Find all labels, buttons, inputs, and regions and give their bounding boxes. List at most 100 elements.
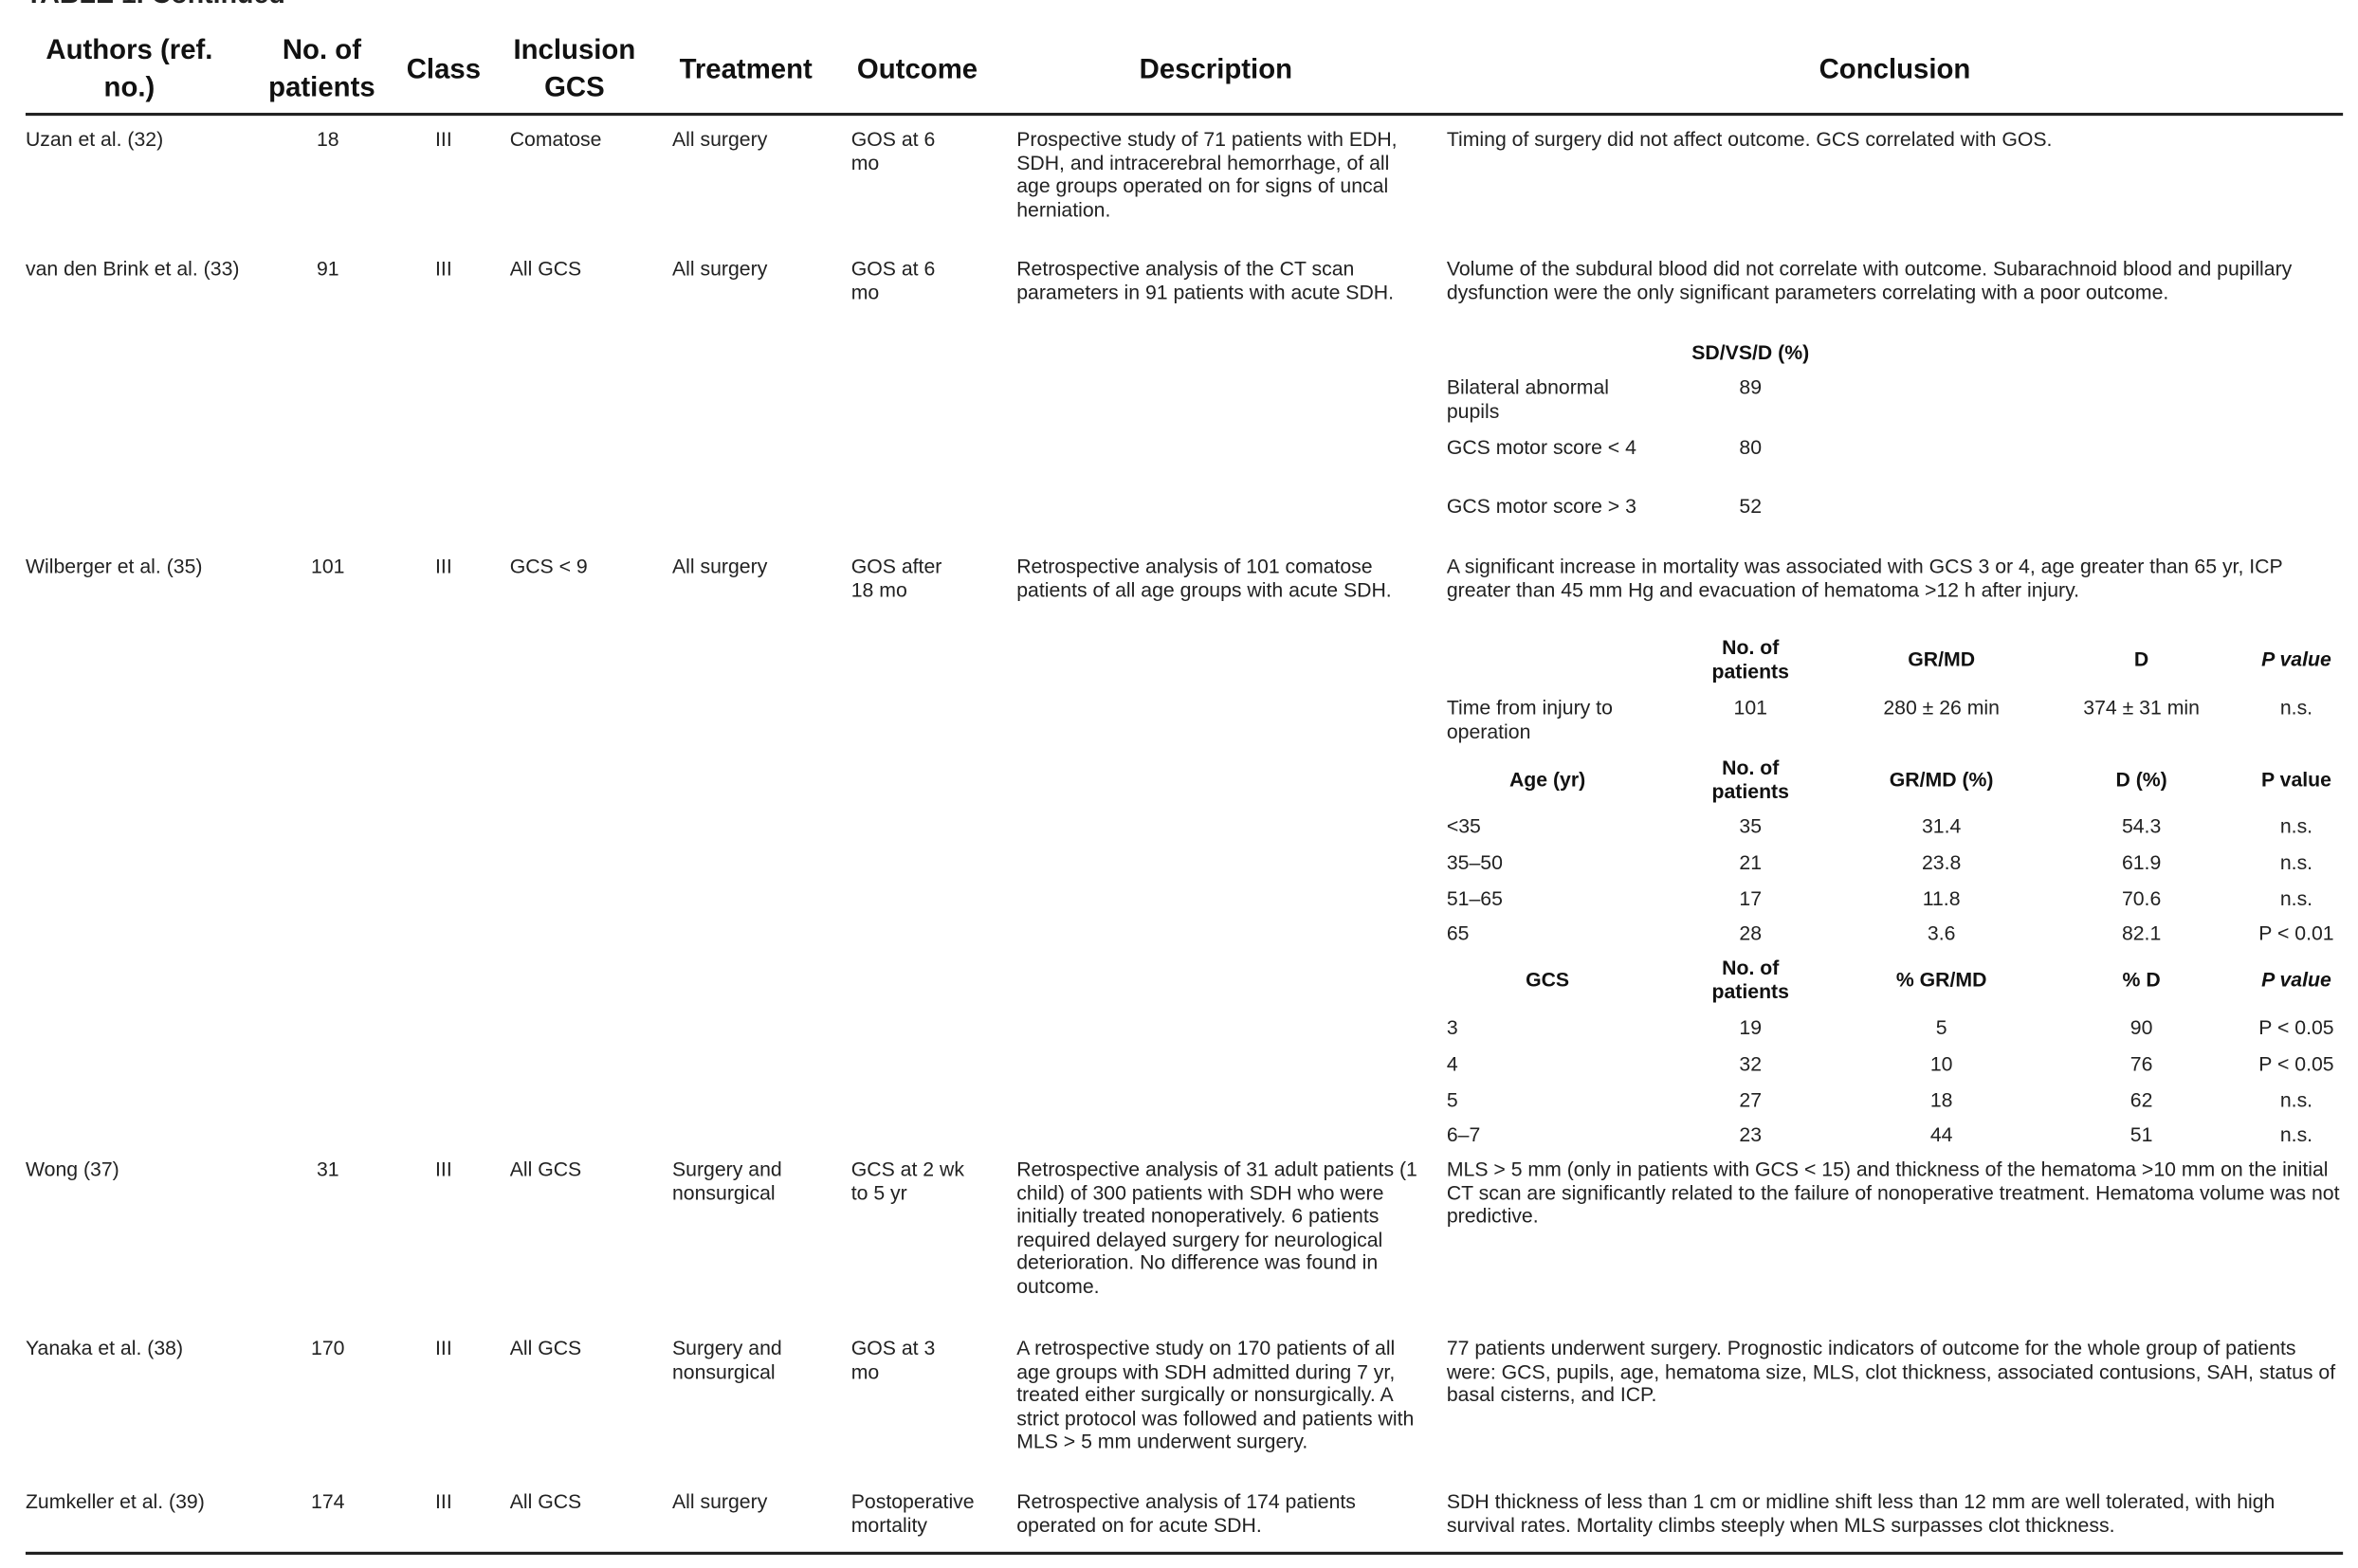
subtable-cell: 27 [1739, 1088, 1763, 1112]
cell-conclusion: MLS > 5 mm (only in patients with GCS < … [1446, 1158, 2340, 1228]
subtable-cell: P < 0.05 [2258, 1052, 2334, 1076]
header-treatment: Treatment [679, 52, 813, 84]
header-conclusion: Conclusion [1819, 52, 1971, 84]
subtable-header-cell: P value [2261, 968, 2331, 992]
subtable-cell: n.s. [2279, 850, 2313, 874]
subtable-value: 89 [1739, 375, 1763, 399]
cell-description: Prospective study of 71 patients with ED… [1016, 127, 1398, 221]
bottom-rule [25, 1551, 2344, 1555]
subtable-cell: n.s. [2279, 1088, 2313, 1112]
subtable-cell: 17 [1739, 886, 1763, 910]
cell-class: III [435, 1489, 452, 1513]
subtable-cell: 35 [1739, 814, 1763, 838]
subtable-cell: 280 ± 26 min [1883, 696, 2000, 720]
cell-patients: 101 [311, 555, 345, 578]
cell-description: Retrospective analysis of 174 patients o… [1016, 1489, 1356, 1537]
subtable-cell: 54.3 [2121, 814, 2162, 838]
cell-conclusion: 77 patients underwent surgery. Prognosti… [1446, 1337, 2336, 1407]
subtable-header-cell: % D [2122, 968, 2161, 992]
subtable-cell: 5 [1446, 1088, 1458, 1112]
cell-inclusion: All GCS [509, 1489, 582, 1513]
subtable-header-cell: P value [2260, 768, 2331, 792]
subtable-cell: Time from injury to operation [1446, 696, 1613, 742]
subtable-header: SD/VS/D (%) [1691, 341, 1810, 364]
cell-patients: 170 [311, 1337, 345, 1359]
subtable-cell: 76 [2130, 1052, 2153, 1076]
cell-treatment: Surgery and nonsurgical [671, 1337, 782, 1383]
cell-treatment: All surgery [671, 1489, 768, 1513]
cell-patients: 174 [311, 1489, 345, 1513]
cell-authors: Wong (37) [25, 1158, 119, 1181]
subtable-cell: 23 [1739, 1122, 1763, 1146]
cell-outcome: GCS at 2 wk to 5 yr [850, 1158, 964, 1204]
cell-conclusion: Volume of the subdural blood did not cor… [1446, 257, 2293, 303]
subtable-cell: 82.1 [2121, 921, 2162, 945]
subtable-cell: 51–65 [1446, 886, 1503, 910]
subtable-cell: 11.8 [1922, 886, 1961, 910]
subtable-cell: 23.8 [1921, 850, 1962, 874]
header-patients: No. of patients [268, 32, 375, 102]
subtable-header-cell: No. of patients [1711, 635, 1789, 683]
cell-outcome: Postoperative mortality [850, 1489, 975, 1537]
subtable-cell: 70.6 [2121, 886, 2162, 910]
subtable-cell: 44 [1929, 1122, 1953, 1146]
subtable-cell: 6–7 [1446, 1122, 1481, 1146]
subtable-cell: n.s. [2279, 696, 2313, 720]
cell-outcome: GOS after 18 mo [850, 555, 942, 601]
subtable-cell: 374 ± 31 min [2083, 696, 2200, 720]
subtable-header-cell: No. of patients [1711, 756, 1789, 803]
subtable-header-cell: GCS [1526, 968, 1570, 992]
cell-authors: Zumkeller et al. (39) [25, 1489, 205, 1513]
subtable-header-cell: No. of patients [1711, 956, 1789, 1003]
subtable-cell: 21 [1739, 850, 1763, 874]
table-title: TABLE 1. Continued [26, 0, 285, 9]
cell-outcome: GOS at 6 mo [850, 257, 936, 303]
subtable-cell: 28 [1739, 921, 1763, 945]
cell-authors: Yanaka et al. (38) [25, 1337, 184, 1359]
header-class: Class [406, 52, 482, 84]
cell-treatment: All surgery [671, 555, 768, 578]
cell-conclusion: A significant increase in mortality was … [1446, 555, 2283, 601]
cell-treatment: All surgery [671, 127, 768, 151]
cell-description: A retrospective study on 170 patients of… [1016, 1337, 1415, 1453]
subtable-cell: 90 [2130, 1016, 2153, 1039]
cell-description: Retrospective analysis of the CT scan pa… [1016, 257, 1395, 303]
subtable-cell: 35–50 [1446, 850, 1503, 874]
subtable-label: GCS motor score < 4 [1446, 435, 1636, 459]
subtable-cell: n.s. [2279, 814, 2313, 838]
header-outcome: Outcome [856, 52, 978, 84]
subtable-label: GCS motor score > 3 [1446, 494, 1636, 518]
subtable-cell: 62 [2130, 1088, 2153, 1112]
cell-treatment: All surgery [671, 257, 768, 281]
cell-inclusion: All GCS [509, 1158, 582, 1181]
cell-treatment: Surgery and nonsurgical [671, 1158, 782, 1204]
cell-patients: 18 [316, 127, 339, 151]
cell-conclusion: SDH thickness of less than 1 cm or midli… [1446, 1489, 2276, 1537]
cell-conclusion: Timing of surgery did not affect outcome… [1446, 127, 2053, 151]
subtable-cell: 4 [1446, 1052, 1458, 1076]
cell-authors: Uzan et al. (32) [25, 127, 164, 151]
header-authors: Authors (ref. no.) [46, 32, 213, 102]
cell-outcome: GOS at 6 mo [850, 127, 936, 174]
subtable-value: 80 [1739, 435, 1763, 459]
subtable-cell: 5 [1935, 1016, 1947, 1039]
cell-class: III [435, 1337, 452, 1359]
cell-inclusion: Comatose [509, 127, 602, 151]
header-description: Description [1139, 52, 1293, 84]
subtable-header-cell: GR/MD [1908, 647, 1976, 671]
header-rule [25, 112, 2344, 117]
cell-inclusion: All GCS [509, 1337, 582, 1359]
cell-authors: van den Brink et al. (33) [25, 257, 240, 281]
subtable-cell: n.s. [2279, 886, 2313, 910]
subtable-header-cell: GR/MD (%) [1889, 768, 1994, 792]
subtable-cell: P < 0.01 [2258, 921, 2334, 945]
subtable-header-cell: D [2133, 647, 2149, 671]
cell-outcome: GOS at 3 mo [850, 1337, 936, 1383]
cell-inclusion: GCS < 9 [509, 555, 588, 578]
subtable-header-cell: P value [2261, 647, 2331, 671]
cell-authors: Wilberger et al. (35) [25, 555, 203, 578]
cell-description: Retrospective analysis of 101 comatose p… [1016, 555, 1392, 601]
subtable-cell: <35 [1446, 814, 1481, 838]
subtable-cell: 65 [1446, 921, 1470, 945]
